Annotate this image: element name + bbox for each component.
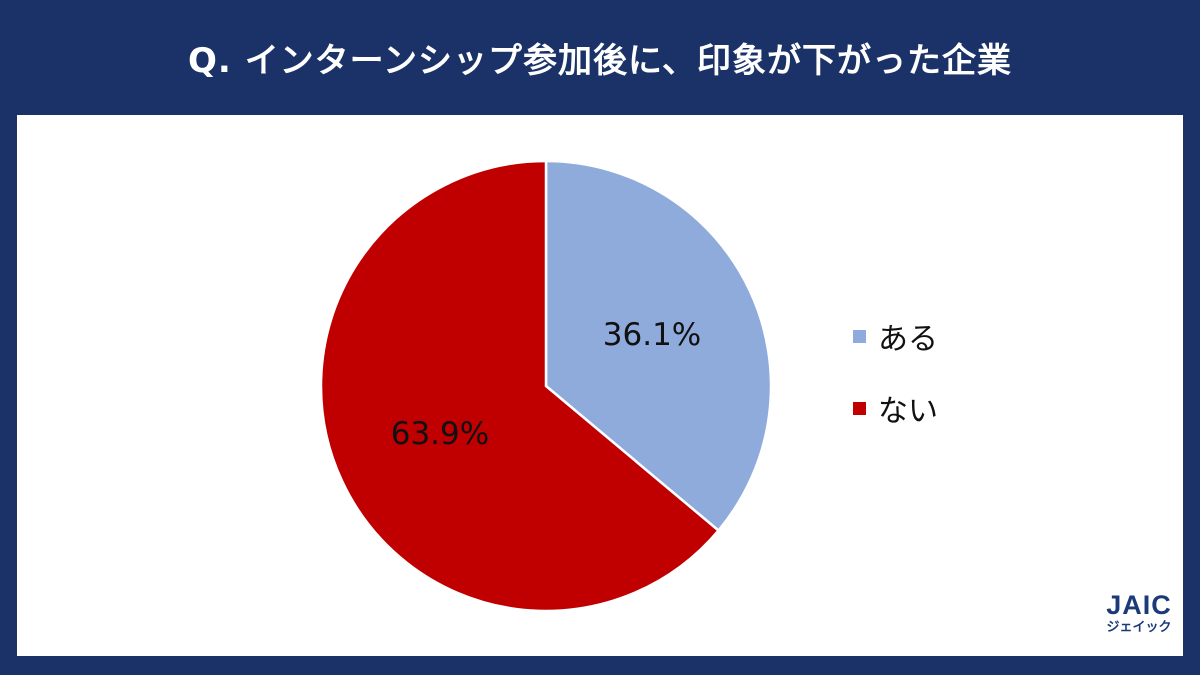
chart-panel: 36.1% 63.9% ある ない JAIC ジェイック xyxy=(17,115,1183,656)
legend-item-nai: ない xyxy=(853,392,938,429)
pie-data-label-0: 36.1% xyxy=(603,317,701,353)
logo-mark: JAIC xyxy=(1106,590,1172,620)
legend-label-aru: ある xyxy=(878,322,938,357)
jaic-logo: JAIC ジェイック xyxy=(1099,590,1179,645)
legend-swatch-aru xyxy=(853,329,866,343)
chart-title: Q. インターンシップ参加後に、印象が下がった企業 xyxy=(188,41,1012,81)
legend-swatch-nai xyxy=(853,401,866,415)
logo-subtitle: ジェイック xyxy=(1106,620,1172,635)
pie-slice-1 xyxy=(319,159,721,613)
pie-slice-0 xyxy=(544,159,773,533)
legend-label-nai: ない xyxy=(878,394,938,429)
pie-data-label-1: 63.9% xyxy=(391,416,489,452)
legend-item-aru: ある xyxy=(853,320,938,357)
pie-chart: 36.1% 63.9% xyxy=(319,159,773,613)
legend: ある ない xyxy=(853,320,938,464)
